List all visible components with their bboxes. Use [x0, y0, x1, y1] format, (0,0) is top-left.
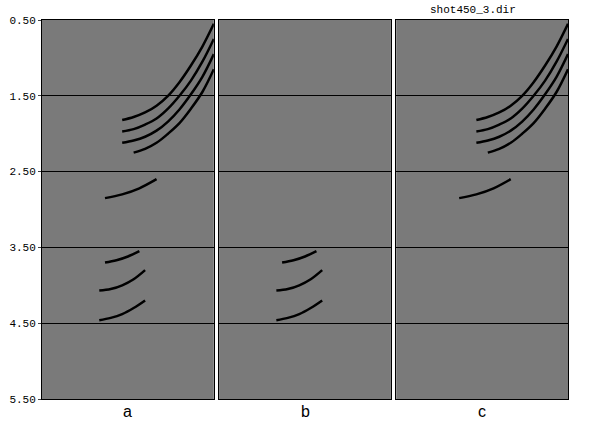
- svg-text:4.50: 4.50: [9, 318, 35, 330]
- svg-text:c: c: [478, 403, 486, 420]
- svg-text:1.50: 1.50: [9, 91, 35, 103]
- svg-text:2.50: 2.50: [9, 166, 35, 178]
- svg-text:5.50: 5.50: [9, 394, 35, 406]
- svg-text:a: a: [123, 403, 132, 420]
- svg-text:shot450_3.dir: shot450_3.dir: [430, 4, 516, 16]
- svg-text:3.50: 3.50: [9, 242, 35, 254]
- svg-text:0.50: 0.50: [9, 15, 35, 27]
- svg-text:b: b: [301, 403, 310, 420]
